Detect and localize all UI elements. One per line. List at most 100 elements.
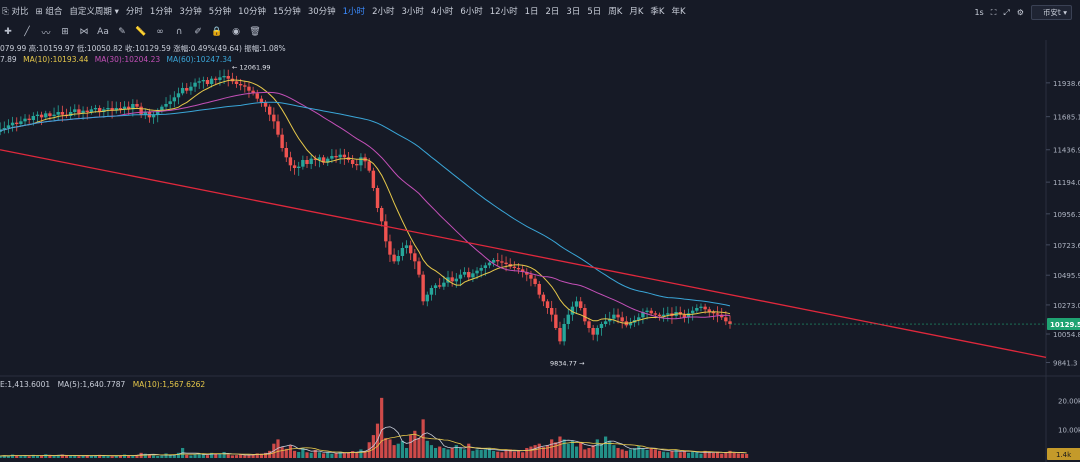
wave-tool-icon[interactable]: 〰 [41,28,51,39]
combine-button[interactable]: ⊞ 组合 [35,7,63,17]
period-tab-3[interactable]: 5分钟 [208,7,232,17]
period-tab-13[interactable]: 1日 [524,7,539,17]
candle-body-79 [321,157,326,163]
exchange-select[interactable]: 币安t ▾ [1030,5,1072,20]
text-tool-icon[interactable]: Aa [97,27,109,37]
volume-bar-123 [504,449,508,458]
volume-bar-173 [711,452,716,458]
trash-icon[interactable]: 🗑 [249,27,261,37]
volume-bar-26 [102,455,106,458]
volume-bar-39 [156,455,160,458]
price-tick-4: 10956.3 [1053,211,1080,219]
period-tab-20[interactable]: 年K [671,7,686,17]
candle-body-115 [471,273,475,278]
volume-bar-152 [624,450,628,458]
volume-bar-125 [512,451,516,458]
candle-body-143 [587,321,591,328]
period-tab-19[interactable]: 季K [650,7,665,17]
volume-bar-177 [728,450,732,458]
grid-tool-icon[interactable]: ⊞ [61,27,69,37]
volume-bar-179 [736,453,740,458]
volume-bar-106 [433,447,438,458]
volume-bar-15 [56,455,60,458]
volume-bar-75 [305,452,309,458]
candle-body-123 [504,262,508,264]
link-icon[interactable]: ∞ [156,27,164,37]
expand-icon[interactable]: ⤢ [1003,7,1010,17]
volume-bar-69 [280,447,284,458]
period-tab-12[interactable]: 12小时 [489,7,518,17]
low-annotation: 9834.77 → [550,359,585,367]
line-tool-icon[interactable]: ╱ [24,27,30,37]
candle-body-76 [309,158,313,164]
volume-bar-89 [363,450,367,458]
eye-icon[interactable]: ◉ [232,27,240,37]
moving-averages [0,79,1047,358]
compare-button[interactable]: ⎘ 对比 [2,7,29,17]
volume-bar-146 [599,443,604,458]
period-tab-0[interactable]: 分时 [125,7,143,17]
period-tab-4[interactable]: 10分钟 [238,7,266,17]
drawing-toolbar: ✚ ╱ 〰 ⊞ ⋈ Aa ✎ 📏 ∞ ∩ ✐ 🔒 ◉ 🗑 [0,24,266,40]
fullscreen-icon[interactable]: ⛶ [990,7,997,17]
period-tab-1[interactable]: 1分钟 [149,7,173,17]
period-tab-9[interactable]: 3小时 [401,7,424,17]
lock-icon[interactable]: 🔒 [211,27,223,37]
candle-body-93 [379,208,384,222]
interval-indicator[interactable]: 1s [974,8,984,17]
period-tab-7[interactable]: 1小时 [342,7,366,17]
candle-body-158 [649,310,653,314]
candle-body-148 [608,318,612,322]
volume-bar-71 [288,445,293,458]
edit-icon[interactable]: ✐ [194,27,202,37]
period-tab-6[interactable]: 30分钟 [307,7,336,17]
candle-body-13 [48,113,52,116]
ruler-icon[interactable]: 📏 [135,27,147,37]
candle-body-156 [641,312,645,318]
volume-bar-7 [23,455,27,458]
candle-body-20 [77,109,81,114]
volume-bar-149 [612,445,616,458]
period-tab-16[interactable]: 5日 [587,7,602,17]
candle-body-126 [516,268,521,270]
candle-body-121 [496,260,500,262]
volume-bar-148 [608,440,612,458]
crosshair-icon[interactable]: ✚ [4,27,12,37]
candle-body-104 [425,294,429,302]
candle-body-120 [491,260,496,263]
magnet-icon[interactable]: ∩ [175,27,183,37]
period-tab-10[interactable]: 4小时 [430,7,454,17]
candle-body-133 [545,301,550,308]
candle-body-94 [384,221,388,242]
candle-body-87 [355,164,359,166]
pattern-tool-icon[interactable]: ⋈ [79,27,89,37]
candle-body-111 [454,278,459,282]
period-tab-2[interactable]: 3分钟 [179,7,202,17]
ma-prefix: 7.89 [0,55,17,64]
period-tab-8[interactable]: 2小时 [372,7,395,17]
candle-body-103 [421,274,425,302]
period-tab-14[interactable]: 2日 [545,7,560,17]
candle-body-167 [686,313,691,318]
current-volume-badge [1047,447,1080,460]
period-tab-18[interactable]: 月K [629,7,644,17]
custom-period-dropdown[interactable]: 自定义周期 ▾ [69,5,119,17]
price-tick-0: 11938.6 [1053,80,1080,88]
price-tick-2: 11436.9 [1053,147,1080,155]
period-tab-5[interactable]: 15分钟 [272,7,301,17]
brush-icon[interactable]: ✎ [118,27,126,37]
candle-body-7 [23,118,27,122]
candle-body-119 [487,262,492,266]
period-tab-15[interactable]: 3日 [566,7,581,17]
settings-icon[interactable]: ⚙ [1016,8,1024,17]
period-tab-17[interactable]: 周K [608,7,623,17]
candle-body-139 [570,306,575,315]
candle-body-135 [554,314,558,328]
volume-bar-11 [40,455,44,458]
volume-bar-172 [707,452,711,458]
volume-bar-93 [380,397,384,458]
period-tab-11[interactable]: 6小时 [460,7,483,17]
volume-bar-87 [355,452,359,458]
price-tick-1: 11685.1 [1053,114,1080,122]
